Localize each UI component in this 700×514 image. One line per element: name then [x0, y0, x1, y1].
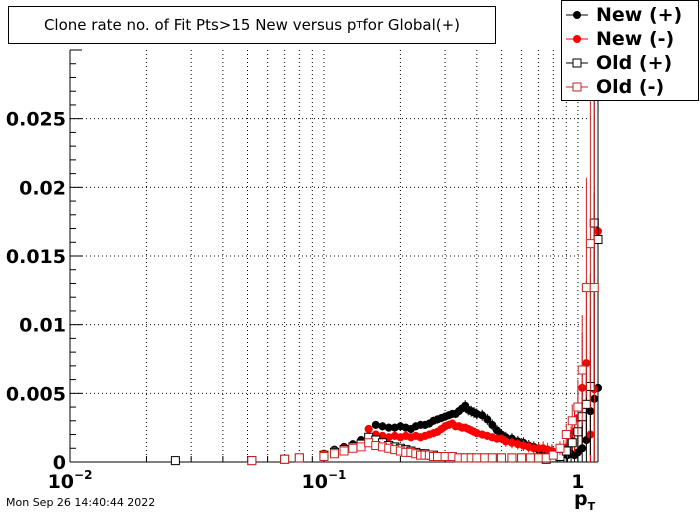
data-point	[507, 453, 517, 463]
data-point	[339, 446, 349, 456]
data-point	[577, 365, 587, 375]
legend-item-new-minus: New (-)	[562, 27, 698, 51]
chart-title: Clone rate no. of Fit Pts>15 New versus …	[8, 6, 496, 44]
data-point	[581, 399, 591, 409]
data-point	[581, 283, 591, 293]
axis-ticks: 10−2 10−1 1 0 0.005 0.01 0.015 0.02 0.025	[6, 49, 585, 493]
legend-item-old-plus: Old (+)	[562, 51, 698, 75]
x-tick-label: 1	[571, 471, 584, 493]
data-point	[555, 443, 565, 453]
legend-marker-new-plus	[566, 11, 588, 19]
y-tick-label: 0	[53, 452, 66, 474]
series-old	[170, 50, 603, 466]
legend-label-old-plus: Old (+)	[596, 52, 673, 74]
data-point	[364, 425, 373, 434]
data-point	[319, 452, 329, 462]
data-point	[371, 420, 380, 429]
data-point	[356, 442, 366, 452]
chart-title-sub: T	[356, 19, 363, 31]
data-point	[567, 438, 577, 448]
x-axis-label-main: p	[574, 488, 588, 510]
data-series	[170, 50, 603, 466]
x-tick-label: 10−2	[48, 468, 93, 493]
legend-item-old-minus: Old (-)	[562, 75, 698, 99]
grid-lines	[69, 50, 598, 463]
legend-label-new-plus: New (+)	[596, 4, 683, 26]
data-point	[483, 415, 492, 424]
data-point	[589, 283, 599, 293]
data-point	[487, 453, 497, 463]
data-point	[378, 431, 387, 440]
timestamp-footer: Mon Sep 26 14:40:44 2022	[6, 496, 156, 509]
data-point	[329, 449, 339, 459]
data-point	[480, 453, 490, 463]
x-tick-label: 10−1	[302, 468, 347, 493]
legend-marker-new-minus	[566, 35, 588, 43]
data-point	[561, 430, 571, 440]
data-point	[378, 422, 387, 431]
y-tick-label: 0.005	[6, 383, 66, 405]
data-point	[247, 456, 257, 466]
legend-marker-old-minus	[566, 82, 588, 92]
y-tick-label: 0.01	[19, 315, 66, 337]
data-point	[496, 453, 506, 463]
data-point	[534, 453, 544, 463]
data-point	[384, 423, 393, 432]
series-new	[247, 50, 602, 465]
x-axis-label-sub: T	[587, 499, 596, 513]
series-new	[247, 50, 602, 465]
series-old	[247, 78, 599, 466]
x-axis-label: pT	[574, 488, 595, 513]
y-tick-label: 0.015	[6, 246, 66, 268]
data-point	[433, 452, 443, 462]
data-point	[573, 402, 583, 412]
data-point	[488, 420, 497, 429]
y-tick-label: 0.02	[19, 177, 66, 199]
data-point	[501, 437, 510, 446]
chart-title-tail: for Global(+)	[362, 16, 461, 34]
y-tick-label: 0.025	[6, 109, 66, 131]
legend: New (+) New (-) Old (+) Old (-)	[561, 0, 699, 101]
chart-title-main: Clone rate no. of Fit Pts>15 New versus …	[43, 16, 357, 34]
data-point	[170, 456, 180, 466]
data-point	[294, 453, 304, 463]
legend-marker-old-plus	[566, 58, 588, 68]
data-point	[472, 453, 482, 463]
data-point	[593, 235, 603, 245]
data-point	[585, 239, 595, 249]
data-point	[525, 453, 535, 463]
data-point	[578, 444, 587, 453]
data-point	[548, 450, 558, 460]
legend-item-new-plus: New (+)	[562, 3, 698, 27]
legend-label-new-minus: New (-)	[596, 28, 675, 50]
legend-label-old-minus: Old (-)	[596, 76, 665, 98]
data-point	[567, 416, 577, 426]
data-point	[348, 443, 358, 453]
data-point	[280, 454, 290, 464]
data-point	[517, 453, 527, 463]
